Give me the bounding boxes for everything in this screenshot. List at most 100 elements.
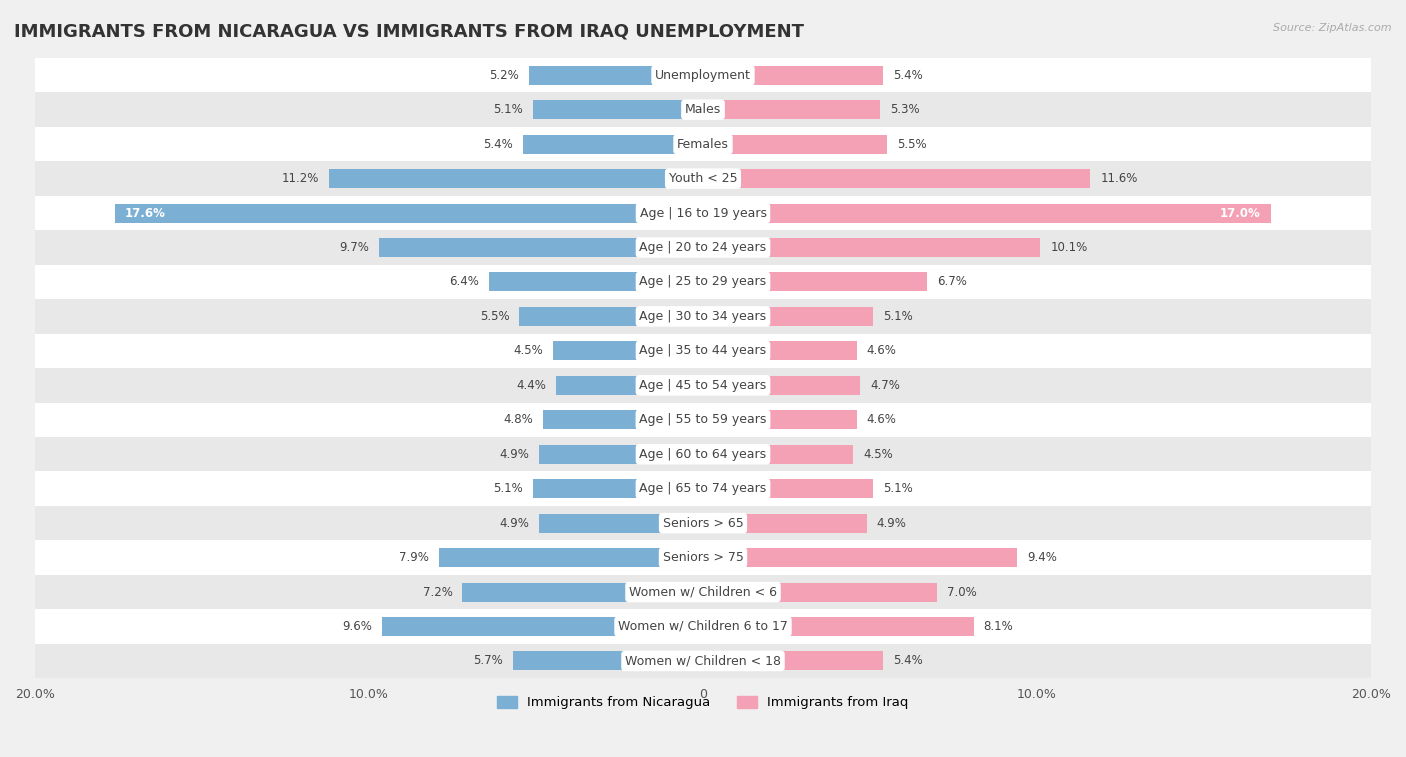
Text: 17.6%: 17.6%: [125, 207, 166, 220]
Bar: [703, 135, 887, 154]
Text: 5.1%: 5.1%: [494, 103, 523, 116]
Text: 5.7%: 5.7%: [472, 655, 502, 668]
Text: 4.5%: 4.5%: [863, 447, 893, 461]
Bar: [703, 204, 1271, 223]
Bar: [35, 92, 1371, 127]
Bar: [35, 196, 1371, 230]
Text: 7.0%: 7.0%: [946, 586, 977, 599]
Bar: [529, 66, 703, 85]
Legend: Immigrants from Nicaragua, Immigrants from Iraq: Immigrants from Nicaragua, Immigrants fr…: [492, 690, 914, 715]
Text: Age | 35 to 44 years: Age | 35 to 44 years: [640, 344, 766, 357]
Text: Women w/ Children < 18: Women w/ Children < 18: [626, 655, 780, 668]
Text: 6.4%: 6.4%: [450, 276, 479, 288]
Text: 9.6%: 9.6%: [343, 620, 373, 633]
Text: 4.9%: 4.9%: [499, 516, 529, 530]
Bar: [35, 127, 1371, 161]
Text: 9.7%: 9.7%: [339, 241, 368, 254]
Text: 5.4%: 5.4%: [893, 655, 924, 668]
Bar: [703, 375, 860, 395]
Text: 7.9%: 7.9%: [399, 551, 429, 564]
Bar: [519, 307, 703, 326]
Text: 4.5%: 4.5%: [513, 344, 543, 357]
Bar: [703, 341, 856, 360]
Text: 4.9%: 4.9%: [499, 447, 529, 461]
Text: 5.1%: 5.1%: [883, 482, 912, 495]
Bar: [382, 617, 703, 636]
Text: Unemployment: Unemployment: [655, 69, 751, 82]
Text: 4.6%: 4.6%: [866, 413, 897, 426]
Text: Age | 65 to 74 years: Age | 65 to 74 years: [640, 482, 766, 495]
Bar: [703, 583, 936, 602]
Bar: [540, 445, 703, 464]
Bar: [439, 548, 703, 567]
Text: 4.8%: 4.8%: [503, 413, 533, 426]
Bar: [35, 403, 1371, 437]
Text: Females: Females: [678, 138, 728, 151]
Bar: [555, 375, 703, 395]
Bar: [513, 652, 703, 671]
Text: 5.5%: 5.5%: [479, 310, 509, 323]
Bar: [703, 410, 856, 429]
Bar: [703, 66, 883, 85]
Text: Seniors > 75: Seniors > 75: [662, 551, 744, 564]
Bar: [703, 273, 927, 291]
Bar: [523, 135, 703, 154]
Bar: [703, 238, 1040, 257]
Text: Source: ZipAtlas.com: Source: ZipAtlas.com: [1274, 23, 1392, 33]
Text: IMMIGRANTS FROM NICARAGUA VS IMMIGRANTS FROM IRAQ UNEMPLOYMENT: IMMIGRANTS FROM NICARAGUA VS IMMIGRANTS …: [14, 23, 804, 41]
Bar: [329, 169, 703, 188]
Text: 10.1%: 10.1%: [1050, 241, 1088, 254]
Bar: [489, 273, 703, 291]
Text: 5.3%: 5.3%: [890, 103, 920, 116]
Bar: [35, 230, 1371, 265]
Text: Age | 20 to 24 years: Age | 20 to 24 years: [640, 241, 766, 254]
Text: 5.5%: 5.5%: [897, 138, 927, 151]
Bar: [703, 617, 973, 636]
Bar: [533, 479, 703, 498]
Text: 4.7%: 4.7%: [870, 378, 900, 392]
Bar: [380, 238, 703, 257]
Text: Age | 45 to 54 years: Age | 45 to 54 years: [640, 378, 766, 392]
Text: Age | 25 to 29 years: Age | 25 to 29 years: [640, 276, 766, 288]
Text: Males: Males: [685, 103, 721, 116]
Bar: [703, 548, 1017, 567]
Bar: [35, 575, 1371, 609]
Text: 5.1%: 5.1%: [494, 482, 523, 495]
Text: 5.4%: 5.4%: [482, 138, 513, 151]
Text: 11.6%: 11.6%: [1101, 172, 1137, 185]
Text: 5.2%: 5.2%: [489, 69, 519, 82]
Bar: [35, 58, 1371, 92]
Bar: [703, 100, 880, 119]
Bar: [703, 169, 1091, 188]
Bar: [463, 583, 703, 602]
Bar: [533, 100, 703, 119]
Bar: [35, 334, 1371, 368]
Bar: [703, 479, 873, 498]
Text: Age | 55 to 59 years: Age | 55 to 59 years: [640, 413, 766, 426]
Bar: [540, 514, 703, 533]
Text: 6.7%: 6.7%: [936, 276, 967, 288]
Bar: [115, 204, 703, 223]
Bar: [553, 341, 703, 360]
Text: 8.1%: 8.1%: [984, 620, 1014, 633]
Bar: [35, 609, 1371, 643]
Text: Age | 30 to 34 years: Age | 30 to 34 years: [640, 310, 766, 323]
Bar: [543, 410, 703, 429]
Bar: [35, 643, 1371, 678]
Text: 5.4%: 5.4%: [893, 69, 924, 82]
Bar: [35, 506, 1371, 540]
Bar: [703, 652, 883, 671]
Text: 7.2%: 7.2%: [423, 586, 453, 599]
Text: 17.0%: 17.0%: [1220, 207, 1261, 220]
Bar: [703, 514, 866, 533]
Bar: [35, 437, 1371, 472]
Bar: [35, 299, 1371, 334]
Text: Women w/ Children 6 to 17: Women w/ Children 6 to 17: [619, 620, 787, 633]
Bar: [35, 540, 1371, 575]
Text: 5.1%: 5.1%: [883, 310, 912, 323]
Text: 11.2%: 11.2%: [281, 172, 319, 185]
Text: Youth < 25: Youth < 25: [669, 172, 737, 185]
Text: 4.4%: 4.4%: [516, 378, 546, 392]
Text: Age | 16 to 19 years: Age | 16 to 19 years: [640, 207, 766, 220]
Bar: [35, 368, 1371, 403]
